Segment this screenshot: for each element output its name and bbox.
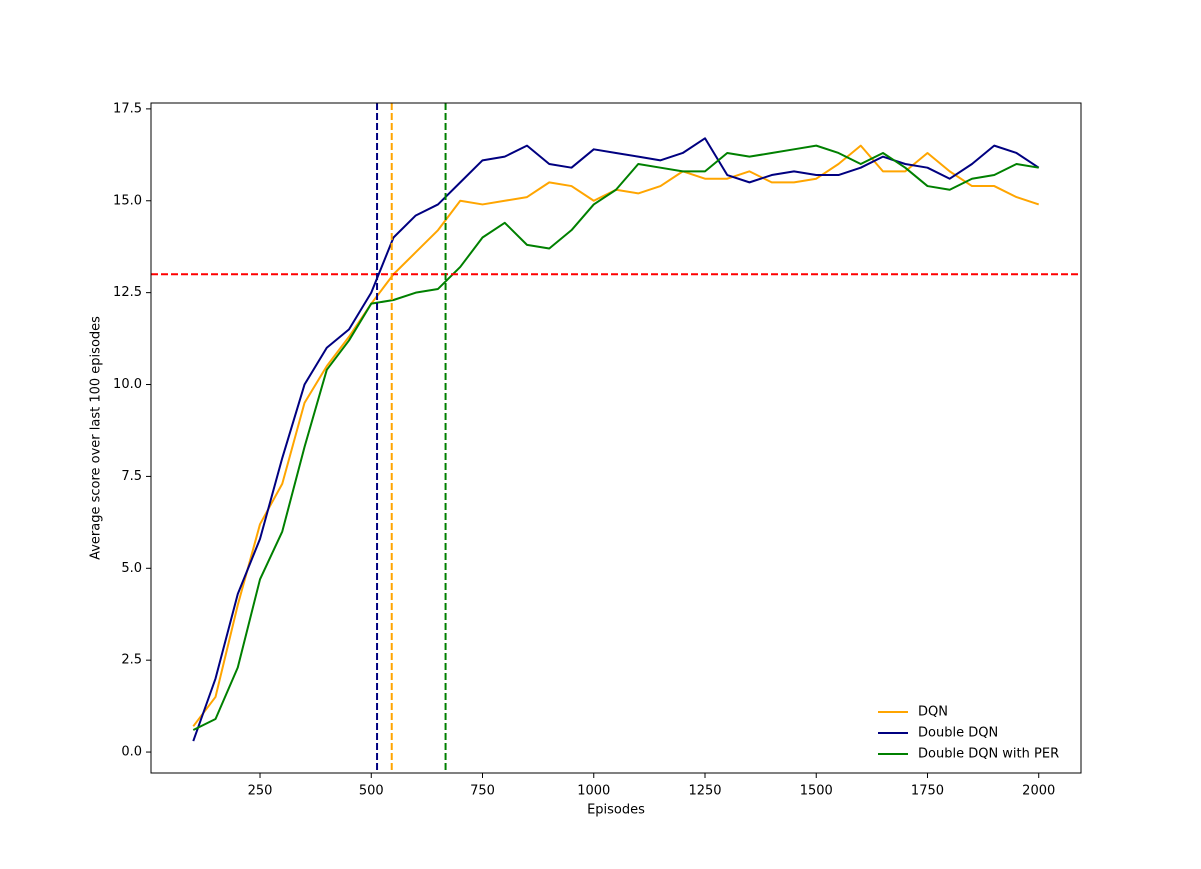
y-tick-label: 15.0 bbox=[113, 193, 142, 208]
y-tick-label: 10.0 bbox=[113, 377, 142, 392]
y-tick-label: 2.5 bbox=[121, 653, 142, 668]
x-tick-label: 1750 bbox=[911, 784, 944, 799]
series-line bbox=[192, 144, 1039, 731]
legend-label: DQN bbox=[918, 705, 948, 720]
x-tick-label: 1000 bbox=[577, 784, 610, 799]
x-tick-label: 1250 bbox=[688, 784, 721, 799]
x-axis-label: Episodes bbox=[587, 803, 645, 818]
legend-label: Double DQN bbox=[918, 726, 998, 741]
y-tick-label: 7.5 bbox=[121, 469, 142, 484]
x-tick-label: 500 bbox=[359, 784, 384, 799]
y-tick-label: 12.5 bbox=[113, 285, 142, 300]
y-tick-label: 0.0 bbox=[121, 745, 142, 760]
series-line bbox=[192, 137, 1040, 742]
x-tick-label: 250 bbox=[248, 784, 273, 799]
x-tick-label: 750 bbox=[470, 784, 495, 799]
x-tick-label: 2000 bbox=[1022, 784, 1055, 799]
plot-frame bbox=[150, 102, 1082, 774]
y-tick-label: 5.0 bbox=[121, 561, 142, 576]
series-line bbox=[192, 144, 1040, 727]
y-tick-label: 17.5 bbox=[113, 101, 142, 116]
x-tick-label: 1500 bbox=[800, 784, 833, 799]
legend-label: Double DQN with PER bbox=[918, 747, 1059, 762]
y-axis-label: Average score over last 100 episodes bbox=[89, 316, 104, 560]
